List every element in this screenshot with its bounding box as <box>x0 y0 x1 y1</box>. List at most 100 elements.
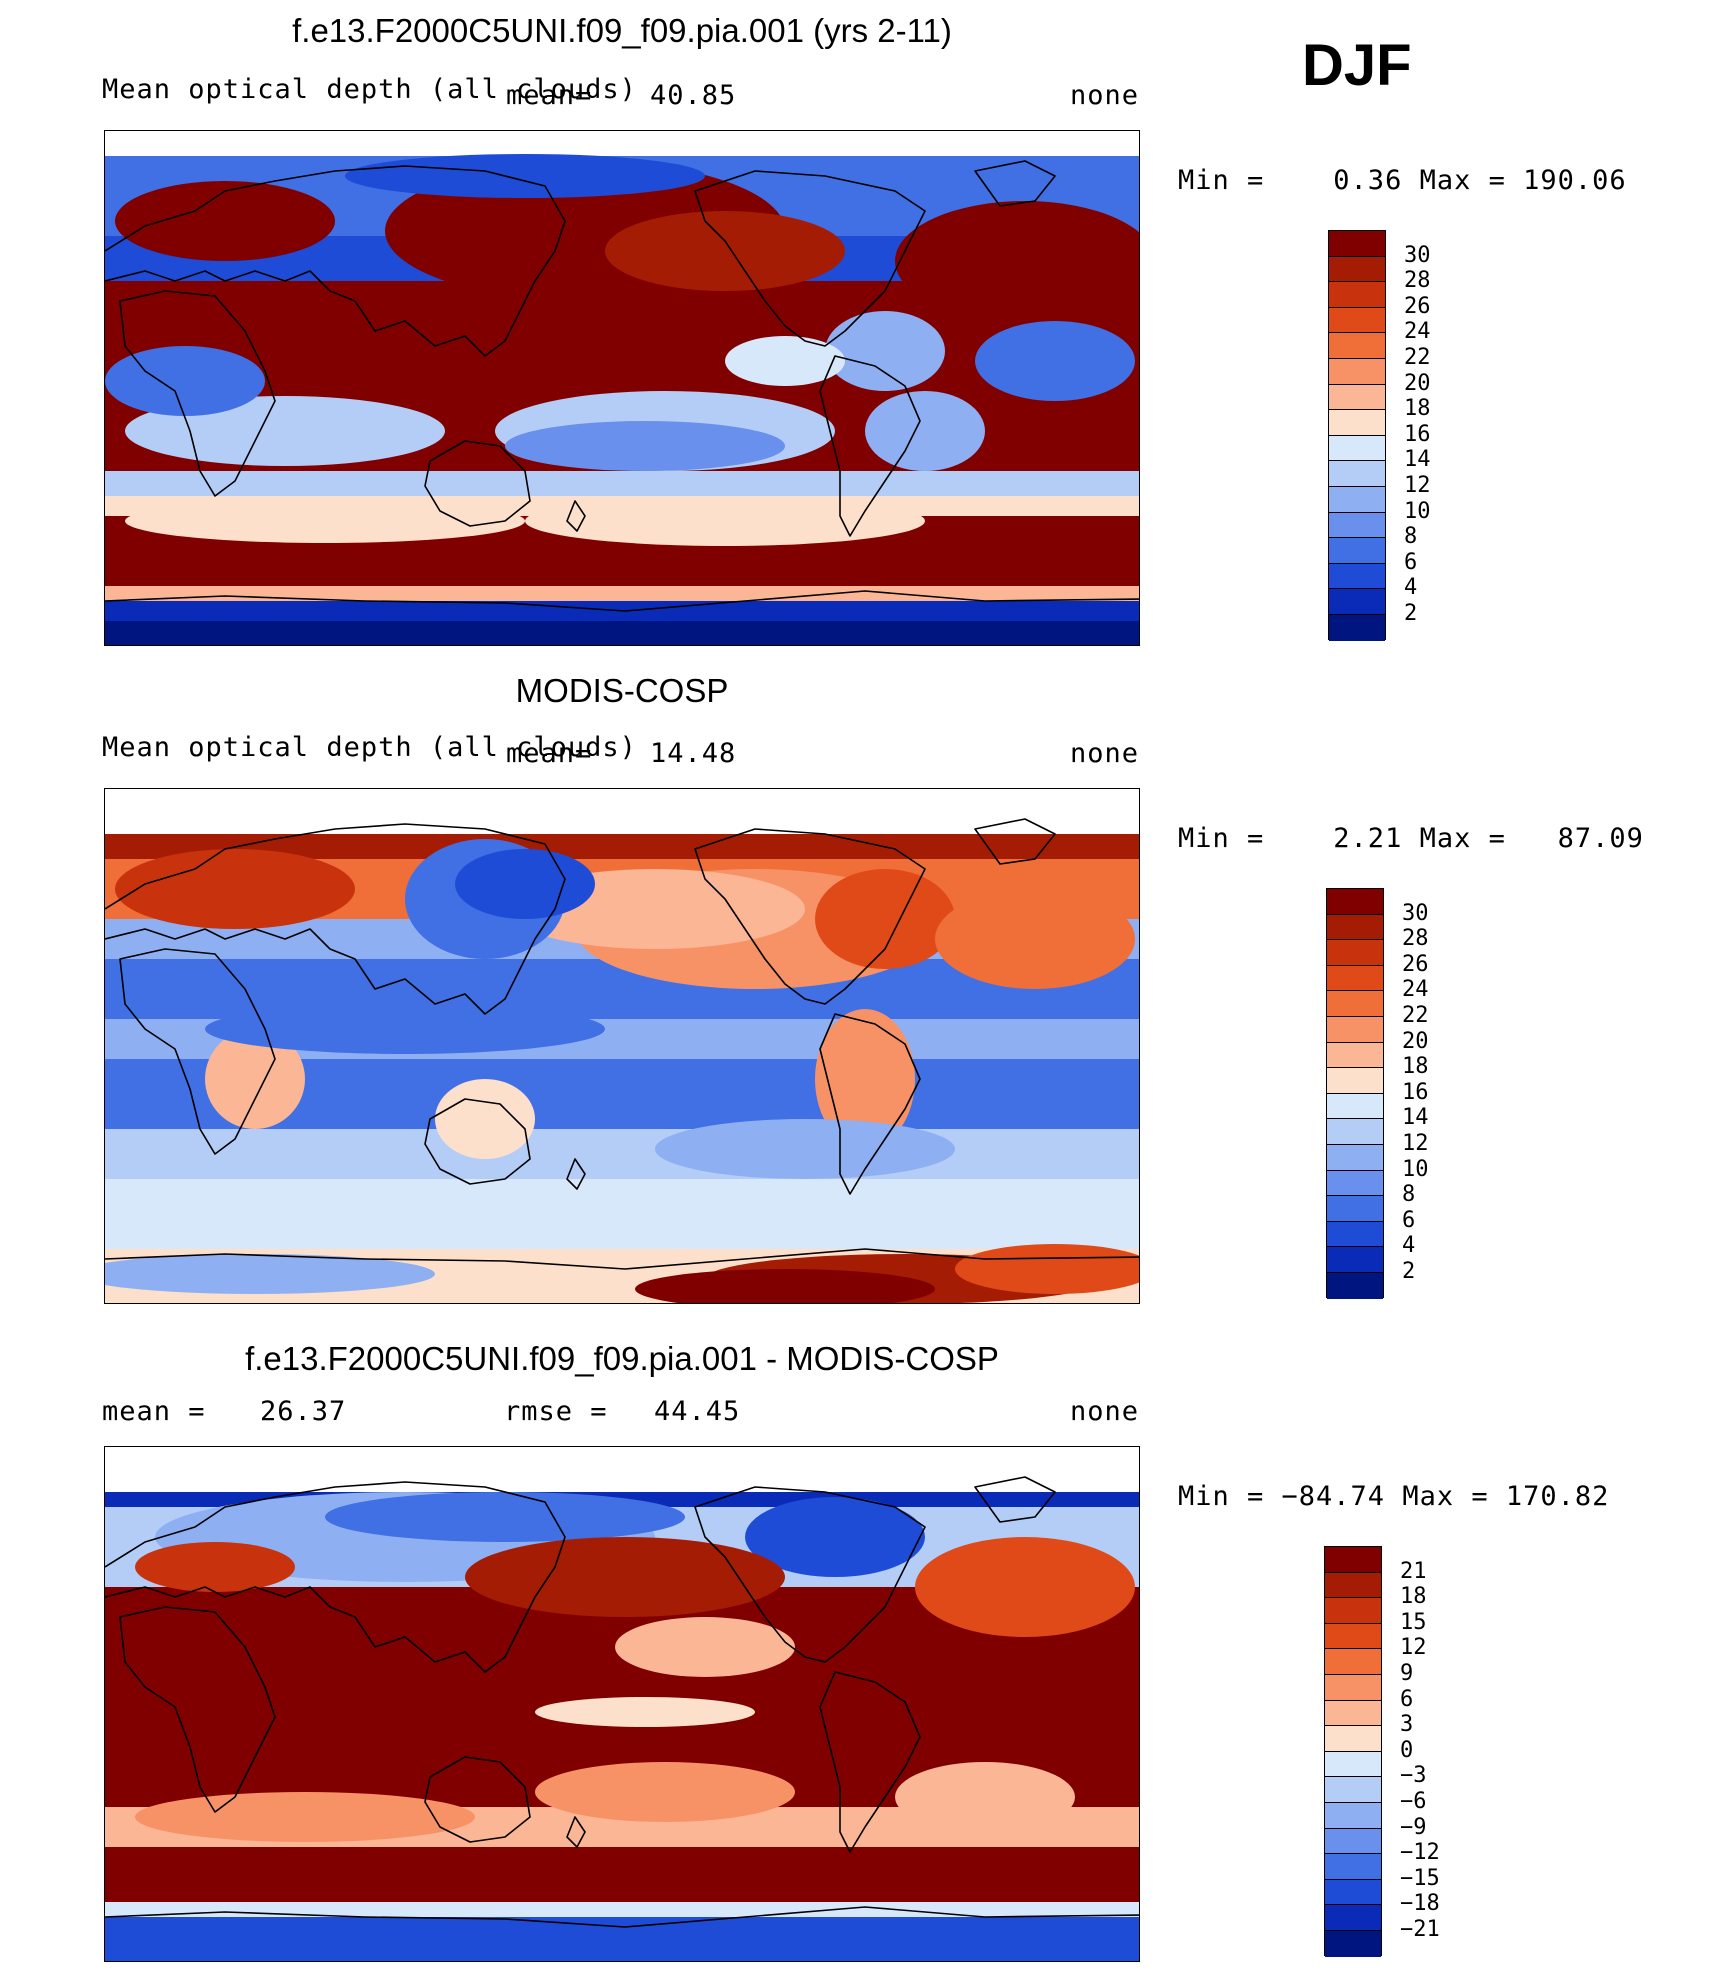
colorbar-tick-label: 12 <box>1400 1635 1427 1661</box>
colorbar-swatch <box>1329 231 1385 257</box>
colorbar-tick-label: 3 <box>1400 1712 1414 1738</box>
colorbar-tick-label: 2 <box>1404 601 1418 626</box>
colorbar-tick-label: 4 <box>1404 575 1418 601</box>
colorbar-tick-label: −12 <box>1400 1840 1440 1866</box>
colorbar-tick-label: 6 <box>1404 549 1418 575</box>
rmse-label: rmse = <box>504 1396 608 1427</box>
colorbar-swatch <box>1329 333 1385 359</box>
colorbar-swatch <box>1325 1726 1381 1752</box>
map-panel-difference <box>104 1446 1140 1962</box>
colorbar-tick-label: 18 <box>1400 1584 1427 1610</box>
colorbar-tick-label: 0 <box>1400 1737 1414 1763</box>
colorbar-tick-label: 8 <box>1404 524 1418 550</box>
colorbar-swatch <box>1329 410 1385 436</box>
colorbar-tick-label: −21 <box>1400 1917 1440 1942</box>
min-max-readout: Min = 2.21 Max = 87.09 <box>1178 823 1644 854</box>
colorbar-tick-label: 18 <box>1402 1054 1429 1080</box>
colorbar-swatch <box>1329 461 1385 487</box>
colorbar-swatch <box>1325 1777 1381 1803</box>
colorbar-tick-label: −18 <box>1400 1891 1440 1917</box>
variable-label: Mean optical depth (all clouds) <box>102 732 637 763</box>
colorbar-swatch <box>1327 1016 1383 1043</box>
colorbar-tick-label: 26 <box>1404 293 1431 319</box>
colorbar-tick-label: 20 <box>1402 1028 1429 1054</box>
colorbar-swatch <box>1327 1093 1383 1120</box>
colorbar-swatch <box>1327 1196 1383 1222</box>
colorbar-swatch <box>1325 1623 1381 1650</box>
panel-title: f.e13.F2000C5UNI.f09_f09.pia.001 - MODIS… <box>245 1340 999 1377</box>
map-panel-obs <box>104 788 1140 1304</box>
colorbar-tick-label: 12 <box>1404 473 1431 498</box>
colorbar-swatch <box>1327 1272 1383 1299</box>
colorbar-tick-label: 30 <box>1402 900 1429 926</box>
units-label: none <box>1070 1396 1140 1427</box>
colorbar-swatch <box>1329 614 1385 641</box>
variable-label: Mean optical depth (all clouds) <box>102 74 637 105</box>
colorbar-swatch <box>1325 1572 1381 1599</box>
colorbar-swatch <box>1327 940 1383 966</box>
season-label: DJF <box>1302 33 1412 98</box>
colorbar-tick-label: −6 <box>1400 1789 1427 1814</box>
colorbar-swatch <box>1325 1751 1381 1778</box>
colorbar-swatch <box>1327 914 1383 941</box>
colorbar-swatch <box>1329 538 1385 564</box>
colorbar-tick-label: 8 <box>1402 1182 1416 1208</box>
units-label: none <box>1070 80 1140 111</box>
colorbar-swatch <box>1327 1221 1383 1248</box>
colorbar-tick-label: 22 <box>1404 345 1431 370</box>
colorbar-tick-label: 6 <box>1402 1207 1416 1233</box>
colorbar-tick-label: 2 <box>1402 1259 1416 1284</box>
panel-title: MODIS-COSP <box>515 672 729 709</box>
contour-map <box>105 1447 1139 1961</box>
colorbar-swatch <box>1329 384 1385 411</box>
mean-value: 14.48 <box>650 738 737 769</box>
colorbar-swatch <box>1325 1598 1381 1624</box>
colorbar-swatch <box>1327 1068 1383 1094</box>
colorbar-tick-label: 15 <box>1400 1609 1427 1635</box>
colorbar-swatch <box>1329 435 1385 462</box>
colorbar-tick-label: 30 <box>1404 242 1431 268</box>
colorbar <box>1328 230 1386 641</box>
colorbar-swatch <box>1325 1547 1381 1573</box>
mean-label: mean = <box>102 1396 206 1427</box>
colorbar-tick-label: 4 <box>1402 1233 1416 1259</box>
contour-map <box>105 131 1139 645</box>
colorbar-swatch <box>1325 1930 1381 1957</box>
colorbar-tick-label: 6 <box>1400 1686 1414 1712</box>
mean-value: 26.37 <box>260 1396 347 1427</box>
colorbar-swatch <box>1327 1144 1383 1171</box>
colorbar-swatch <box>1325 1700 1381 1727</box>
colorbar-swatch <box>1327 965 1383 992</box>
colorbar-tick-label: 16 <box>1404 421 1431 447</box>
colorbar-swatch <box>1325 1802 1381 1829</box>
colorbar-swatch <box>1329 358 1385 385</box>
contour-map <box>105 789 1139 1303</box>
colorbar-tick-label: 28 <box>1402 926 1429 952</box>
colorbar-tick-label: 20 <box>1404 370 1431 396</box>
colorbar-swatch <box>1329 307 1385 334</box>
panel-title: f.e13.F2000C5UNI.f09_f09.pia.001 (yrs 2-… <box>292 12 952 49</box>
colorbar-swatch <box>1325 1674 1381 1701</box>
min-max-readout: Min = −84.74 Max = 170.82 <box>1178 1481 1610 1512</box>
units-label: none <box>1070 738 1140 769</box>
colorbar-swatch <box>1327 1119 1383 1145</box>
colorbar-swatch <box>1325 1879 1381 1906</box>
colorbar-swatch <box>1325 1905 1381 1931</box>
colorbar-swatch <box>1325 1854 1381 1880</box>
colorbar <box>1324 1546 1382 1957</box>
colorbar-swatch <box>1329 486 1385 513</box>
rmse-value: 44.45 <box>654 1396 741 1427</box>
colorbar-swatch <box>1327 991 1383 1017</box>
colorbar-tick-label: −9 <box>1400 1814 1427 1840</box>
colorbar-tick-label: 10 <box>1404 498 1431 524</box>
colorbar-tick-label: −3 <box>1400 1763 1427 1789</box>
colorbar-tick-label: 9 <box>1400 1661 1414 1686</box>
colorbar-swatch <box>1325 1828 1381 1855</box>
mean-label: mean= <box>506 80 593 111</box>
colorbar <box>1326 888 1384 1299</box>
colorbar-swatch <box>1327 889 1383 915</box>
colorbar-swatch <box>1327 1247 1383 1273</box>
map-panel-model <box>104 130 1140 646</box>
colorbar-swatch <box>1329 256 1385 283</box>
colorbar-tick-label: 14 <box>1402 1105 1429 1131</box>
